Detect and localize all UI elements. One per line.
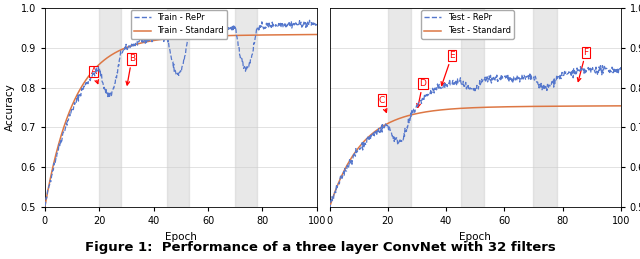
Legend: Test - RePr, Test - Standard: Test - RePr, Test - Standard [421,10,514,39]
Bar [534,8,557,207]
Text: A: A [91,67,99,84]
Text: B: B [126,54,135,85]
Text: F: F [577,48,588,82]
Text: C: C [379,96,387,112]
Y-axis label: Accuracy: Accuracy [5,84,15,131]
Bar [99,8,121,207]
X-axis label: Epoch: Epoch [165,232,196,242]
Bar [461,8,484,207]
Bar [236,8,257,207]
Text: Figure 1:  Performance of a three layer ConvNet with 32 filters: Figure 1: Performance of a three layer C… [84,241,556,254]
Text: D: D [417,79,426,107]
X-axis label: Epoch: Epoch [460,232,491,242]
Legend: Train - RePr, Train - Standard: Train - RePr, Train - Standard [131,10,227,39]
Bar [167,8,189,207]
Text: E: E [441,51,454,85]
Bar [388,8,411,207]
